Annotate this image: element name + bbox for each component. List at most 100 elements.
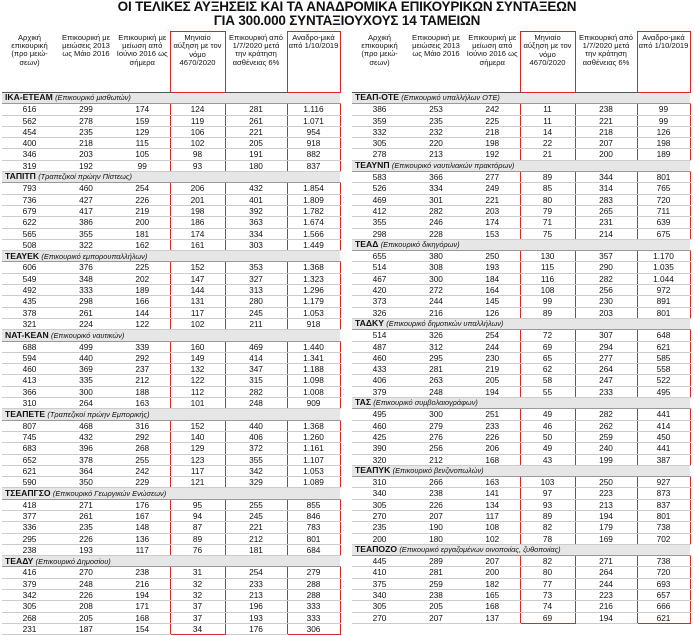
section-row: ΙΚΑ-ΕΤΕΑΜ (Επικουρικό μισθωτών) <box>2 92 340 105</box>
data-row: 655 380 250 130 357 1.170 <box>352 250 691 263</box>
cell: 369 <box>57 363 115 376</box>
cell: 310 <box>352 476 407 489</box>
cell: 621 <box>636 612 691 624</box>
cell: 348 <box>57 273 115 286</box>
data-row: 492 333 189 144 313 1.296 <box>2 284 341 297</box>
column-header: Επικουρική με μειώσεις 2013 ως Μάιο 2016 <box>57 31 115 93</box>
cell: 1.053 <box>286 465 341 478</box>
data-row: 320 212 168 43 199 387 <box>352 454 691 466</box>
cell: 80 <box>519 566 576 579</box>
cell: 99 <box>519 295 576 308</box>
cell: 89 <box>519 510 576 523</box>
data-row: 526 334 249 85 314 765 <box>352 182 691 195</box>
cell: 321 <box>2 318 57 331</box>
data-row: 683 396 268 129 372 1.161 <box>2 442 341 455</box>
cell: 281 <box>407 363 465 376</box>
cell: 342 <box>2 589 57 602</box>
cell: 1.440 <box>286 341 341 353</box>
cell: 306 <box>286 623 341 635</box>
cell: 221 <box>465 194 520 206</box>
cell: 93 <box>519 499 576 511</box>
data-row: 622 386 200 186 363 1.674 <box>2 216 341 229</box>
cell: 336 <box>2 521 57 534</box>
cell: 342 <box>225 465 287 478</box>
cell: 124 <box>169 103 226 116</box>
cell: 203 <box>465 205 520 218</box>
cell: 353 <box>225 261 287 274</box>
cell: 225 <box>115 261 170 274</box>
cell: 221 <box>225 126 287 139</box>
fund-name: ΤΕΑΠΟΖΟ <box>355 544 398 555</box>
cell: 1.008 <box>286 386 341 399</box>
cell: 259 <box>575 431 637 444</box>
cell: 305 <box>2 600 57 613</box>
cell: 115 <box>519 261 576 274</box>
cell: 117 <box>465 510 520 523</box>
cell: 194 <box>115 589 170 602</box>
cell: 119 <box>169 115 226 127</box>
cell: 326 <box>407 329 465 342</box>
cell: 427 <box>57 194 115 206</box>
cell: 212 <box>225 533 287 545</box>
cell: 322 <box>57 239 115 252</box>
data-row: 460 295 230 65 277 585 <box>352 352 691 365</box>
cell: 121 <box>169 476 226 489</box>
cell: 308 <box>407 261 465 274</box>
cell: 71 <box>519 216 576 229</box>
cell: 1.341 <box>286 352 341 365</box>
cell: 372 <box>225 442 287 455</box>
data-row: 412 282 203 79 265 711 <box>352 205 691 218</box>
fund-name: ΤΑΣ <box>355 397 371 408</box>
cell: 340 <box>352 487 407 500</box>
data-row: 340 238 141 97 223 873 <box>352 487 691 500</box>
cell: 326 <box>352 307 407 319</box>
cell: 226 <box>465 431 520 444</box>
cell: 264 <box>575 363 637 376</box>
header-row: Αρχική επικουρική (προ μειώ-σεων) Επικουρ… <box>352 31 691 93</box>
data-row: 413 335 212 122 315 1.098 <box>2 374 341 387</box>
cell: 262 <box>575 420 637 432</box>
cell: 401 <box>225 194 287 206</box>
cell: 32 <box>169 589 226 602</box>
cell: 334 <box>225 228 287 240</box>
cell: 333 <box>286 612 341 624</box>
fund-name: ΤΕΑΔ <box>355 239 379 250</box>
cell: 37 <box>169 600 226 613</box>
cell: 232 <box>407 126 465 139</box>
cell: 154 <box>115 623 170 635</box>
column-header: Αρχική επικουρική (προ μειώ-σεων) <box>352 31 407 93</box>
cell: 219 <box>115 205 170 218</box>
cell: 208 <box>57 600 115 613</box>
cell: 122 <box>169 374 226 387</box>
cell: 366 <box>2 386 57 399</box>
cell: 377 <box>2 510 57 523</box>
cell: 224 <box>57 318 115 331</box>
section-row: ΤΕΑΔ (Επικουρικό δικηγόρων) <box>352 239 690 252</box>
cell: 58 <box>519 374 576 387</box>
column-header: Επικουρική με μείωση από Ιούνιο 2016 ως … <box>115 31 170 93</box>
cell: 82 <box>519 555 576 568</box>
cell: 226 <box>57 589 115 602</box>
column-header: Επικουρική με μείωση από Ιούνιο 2016 ως … <box>465 31 520 93</box>
cell: 244 <box>575 578 637 591</box>
fund-name: ΤΑΠΙΤΠ <box>5 171 36 182</box>
cell: 74 <box>519 600 576 613</box>
cell: 590 <box>2 476 57 489</box>
cell: 117 <box>169 465 226 478</box>
cell: 469 <box>352 194 407 206</box>
cell: 891 <box>636 295 691 308</box>
cell: 376 <box>57 261 115 274</box>
cell: 73 <box>519 589 576 602</box>
cell: 184 <box>465 273 520 286</box>
cell: 248 <box>407 386 465 399</box>
cell: 255 <box>115 454 170 466</box>
cell: 221 <box>225 521 287 534</box>
cell: 305 <box>352 600 407 613</box>
cell: 281 <box>225 103 287 116</box>
cell: 99 <box>115 160 170 173</box>
cell: 174 <box>169 228 226 240</box>
cell: 251 <box>465 408 520 421</box>
cell: 108 <box>519 284 576 297</box>
data-row: 310 266 163 103 250 927 <box>352 476 691 489</box>
cell: 140 <box>169 431 226 444</box>
